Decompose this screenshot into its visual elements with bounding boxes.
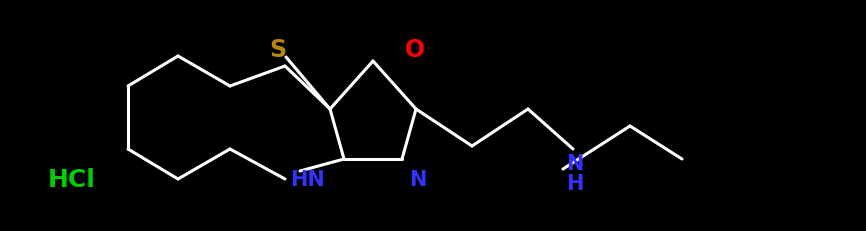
Text: HCl: HCl (48, 167, 96, 191)
Text: H: H (566, 173, 584, 193)
Text: O: O (405, 38, 425, 62)
Text: HN: HN (291, 169, 326, 189)
Text: N: N (410, 169, 427, 189)
Text: S: S (269, 38, 287, 62)
Text: N: N (566, 153, 584, 173)
